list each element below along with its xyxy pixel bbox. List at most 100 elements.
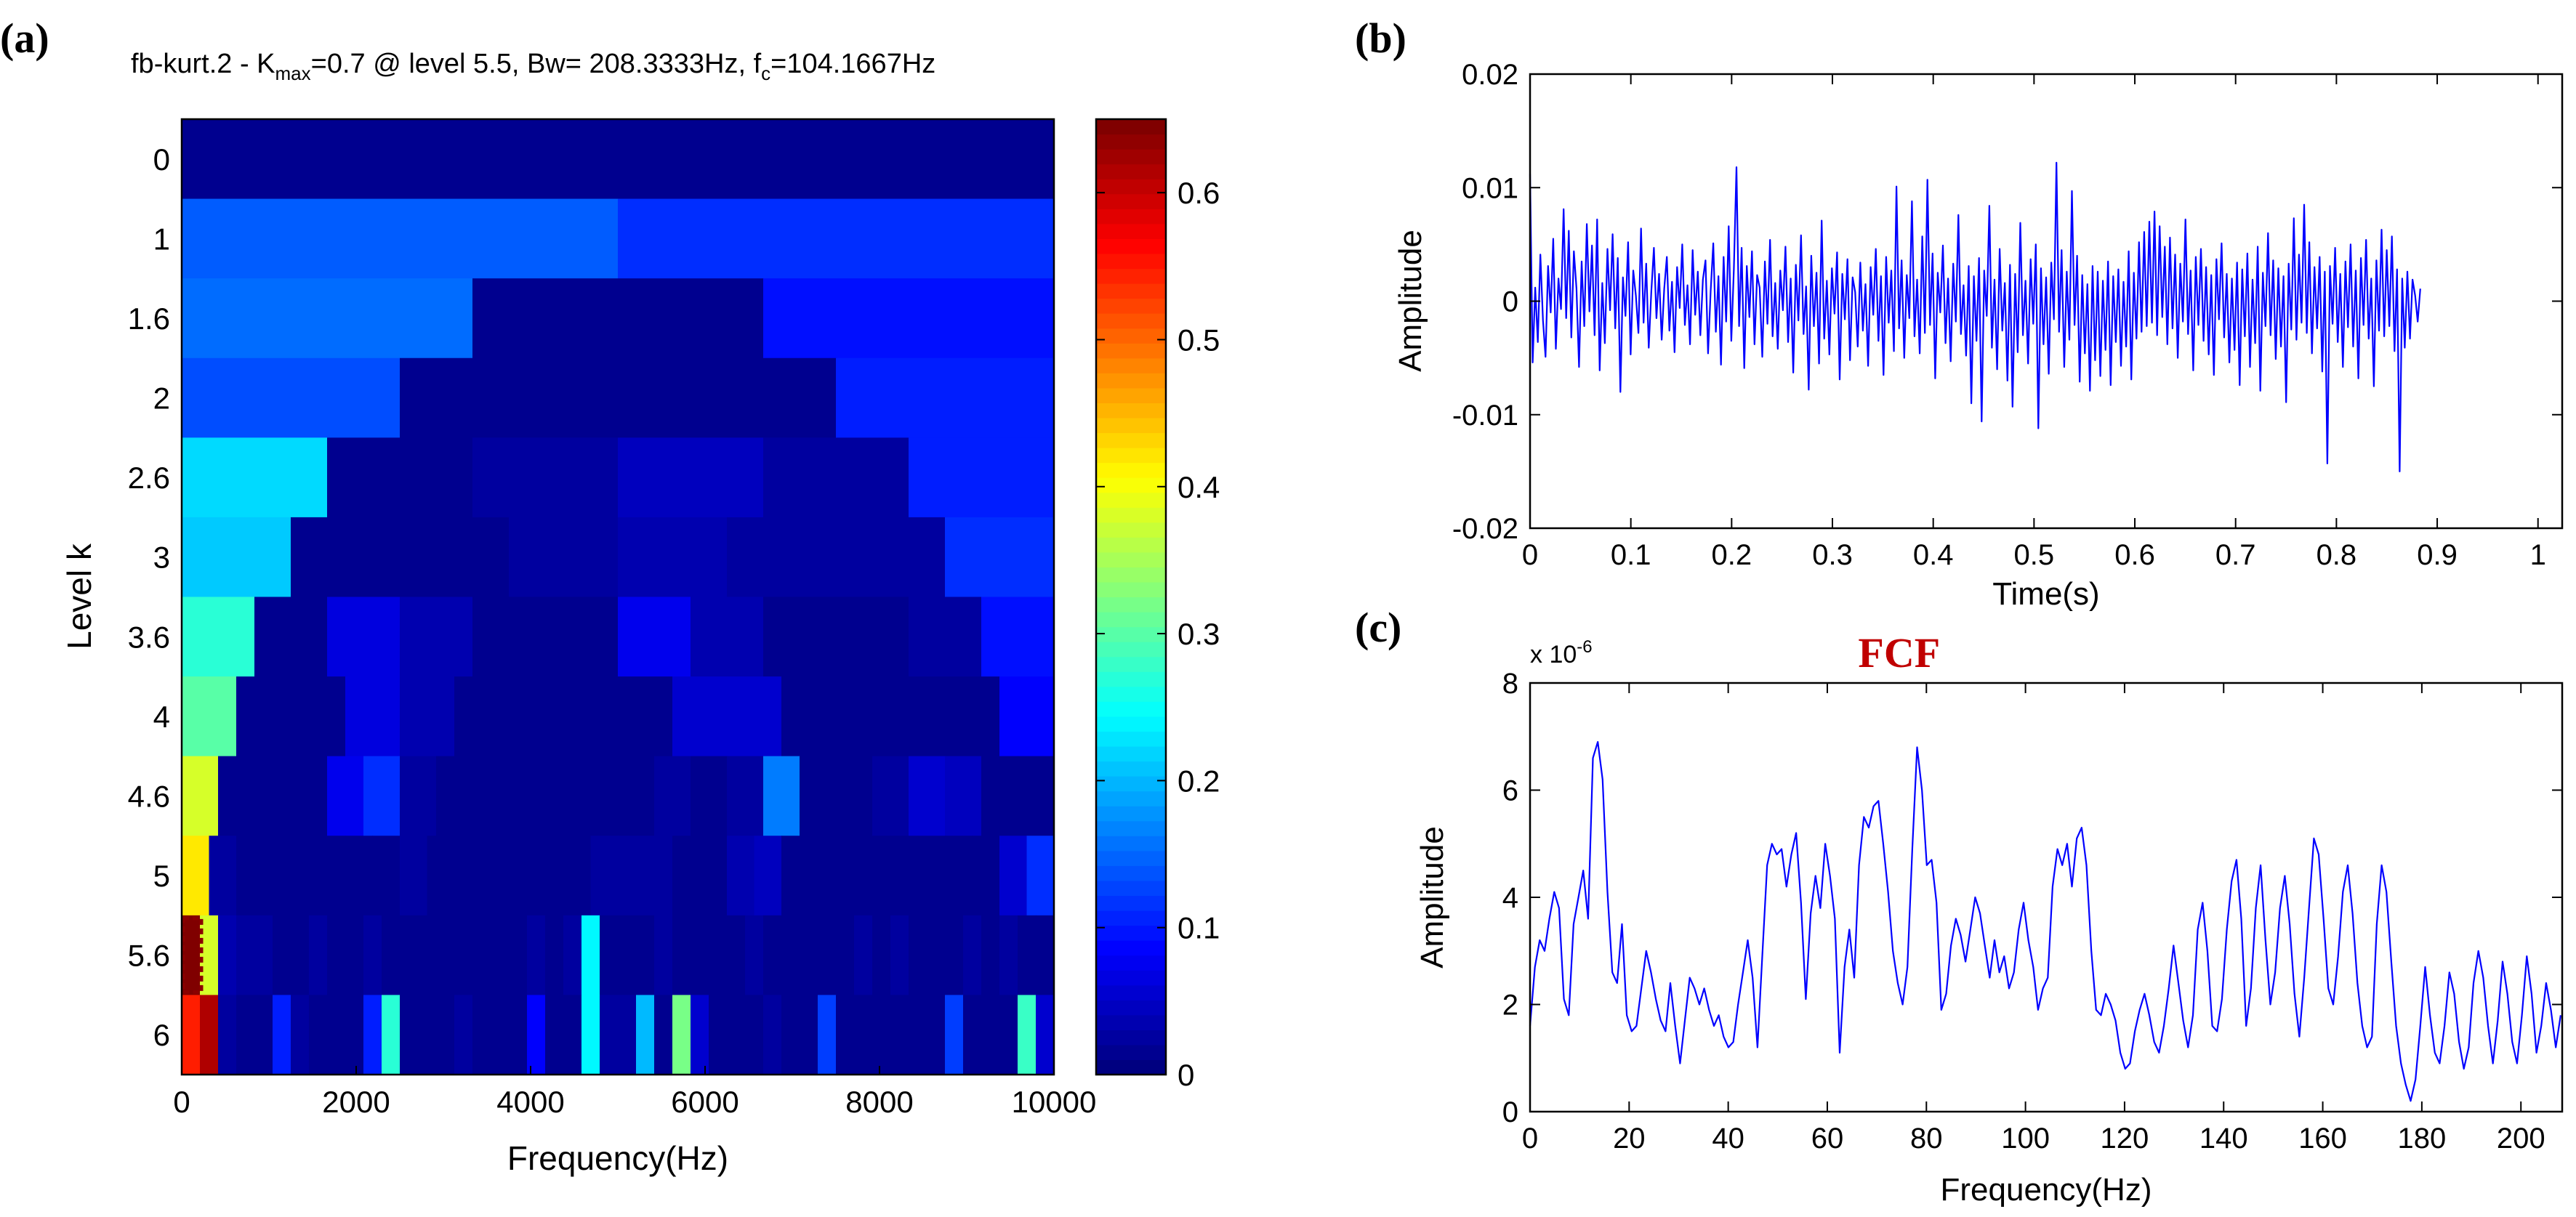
heatmap-cell	[182, 756, 219, 836]
heatmap-cell	[509, 915, 528, 996]
heatmap-cell	[763, 597, 837, 677]
heatmap-cell	[472, 437, 619, 518]
y-tick-label: 2	[1502, 990, 1518, 1022]
heatmap-cell	[836, 995, 855, 1075]
heatmap-cell	[618, 676, 673, 757]
x-tick-label: 0.1	[1611, 539, 1651, 571]
heatmap-cell	[945, 915, 964, 996]
heatmap-cell	[945, 517, 1055, 598]
level-tick-label: 5.6	[128, 939, 170, 973]
colorbar-strip	[1096, 477, 1166, 493]
heatmap-cell	[999, 836, 1028, 916]
colorbar-strip	[1096, 880, 1166, 897]
heatmap-cell	[590, 836, 619, 916]
kurtogram-axes-frame	[180, 118, 1055, 1076]
panel-b-time-signal: (b) -0.02 -0.01 0 0.01 0.02 0 0.1 0.2 0.3 0.4 0.5…	[1355, 15, 2564, 612]
heatmap-cell	[909, 437, 1055, 518]
level-tick-label: 2	[153, 381, 170, 416]
colorbar-strip	[1096, 193, 1166, 209]
heatmap-cell	[563, 995, 582, 1075]
spectrum-ylabel: Amplitude	[1414, 826, 1450, 969]
heatmap-cell	[309, 915, 328, 996]
heatmap-cell	[563, 915, 582, 996]
heatmap-cell	[263, 836, 291, 916]
colorbar-strip	[1096, 671, 1166, 687]
colorbar-strip	[1096, 761, 1166, 777]
heatmap-cell	[509, 995, 528, 1075]
x-tick-label: 0	[1522, 539, 1538, 571]
heatmap-cell	[672, 676, 728, 757]
heatmap-cell	[581, 915, 600, 996]
x-tick-label: 0.5	[2014, 539, 2055, 571]
heatmap-cell	[963, 995, 982, 1075]
colorbar-strip	[1096, 134, 1166, 150]
heatmap-cell	[709, 995, 728, 1075]
y-tick-label: 4	[1502, 882, 1518, 914]
colorbar-strip	[1096, 432, 1166, 448]
colorbar-strip	[1096, 283, 1166, 299]
heatmap-cell	[509, 836, 537, 916]
heatmap-cell	[254, 756, 291, 836]
heatmap-cell	[309, 995, 328, 1075]
x-tick-label: 6000	[671, 1085, 738, 1119]
heatmap-cell	[254, 915, 273, 996]
heatmap-cell	[182, 676, 237, 757]
kurtogram-ylabel: Level k	[60, 543, 98, 650]
exponent-label: x 10-6	[1530, 637, 1593, 668]
heatmap-cell	[672, 915, 691, 996]
colorbar-strip	[1096, 343, 1166, 359]
heatmap-cell	[491, 915, 510, 996]
colorbar-strip	[1096, 940, 1166, 956]
kurtogram-cells	[182, 119, 1055, 1075]
heatmap-cell	[345, 915, 364, 996]
heatmap-cell	[972, 836, 1000, 916]
y-tick-label: -0.01	[1452, 400, 1518, 432]
heatmap-cell	[273, 995, 291, 1075]
x-tick-label: 40	[1712, 1123, 1744, 1155]
heatmap-cell	[327, 915, 346, 996]
x-tick-label: 2000	[322, 1085, 390, 1119]
heatmap-cell	[872, 756, 909, 836]
heatmap-cell	[273, 915, 291, 996]
heatmap-cell	[909, 597, 982, 677]
kurtogram-xlabel: Frequency(Hz)	[507, 1139, 728, 1177]
heatmap-cell	[945, 836, 973, 916]
heatmap-cell	[909, 756, 946, 836]
heatmap-cell	[527, 995, 546, 1075]
colorbar-strip	[1096, 551, 1166, 568]
heatmap-cell	[890, 915, 909, 996]
x-tick-label: 60	[1811, 1123, 1844, 1155]
panel-a-kurtogram: (a) fb-kurt.2 - Kmax=0.7 @ level 5.5, Bw…	[0, 15, 1220, 1177]
y-tick-label: -0.02	[1452, 513, 1518, 545]
colorbar-strip	[1096, 895, 1166, 911]
heatmap-cell	[945, 995, 964, 1075]
heatmap-cell	[454, 836, 483, 916]
heatmap-cell	[981, 995, 1000, 1075]
heatmap-cell	[600, 915, 619, 996]
level-tick-label: 0	[153, 142, 170, 177]
heatmap-cell	[327, 756, 364, 836]
level-tick-label: 1	[153, 222, 170, 256]
heatmap-cell	[545, 995, 564, 1075]
heatmap-cell	[545, 915, 564, 996]
colorbar-strip	[1096, 626, 1166, 642]
x-tick-label: 8000	[845, 1085, 913, 1119]
heatmap-cell	[400, 995, 419, 1075]
heatmap-cell	[345, 836, 374, 916]
heatmap-cell	[745, 995, 764, 1075]
x-tick-label: 20	[1613, 1123, 1646, 1155]
heatmap-cell	[291, 676, 346, 757]
heatmap-cell	[618, 995, 637, 1075]
level-tick-label: 1.6	[128, 302, 170, 336]
colorbar-strip	[1096, 656, 1166, 672]
heatmap-cell	[382, 995, 401, 1075]
colorbar-strip	[1096, 581, 1166, 598]
heatmap-cell	[481, 836, 510, 916]
colorbar-strip	[1096, 417, 1166, 434]
x-tick-label: 80	[1910, 1123, 1943, 1155]
x-tick-label: 10000	[1012, 1085, 1097, 1119]
colorbar-strip	[1096, 179, 1166, 195]
panel-label-b: (b)	[1355, 15, 1406, 62]
x-tick-label: 1	[2530, 539, 2546, 571]
